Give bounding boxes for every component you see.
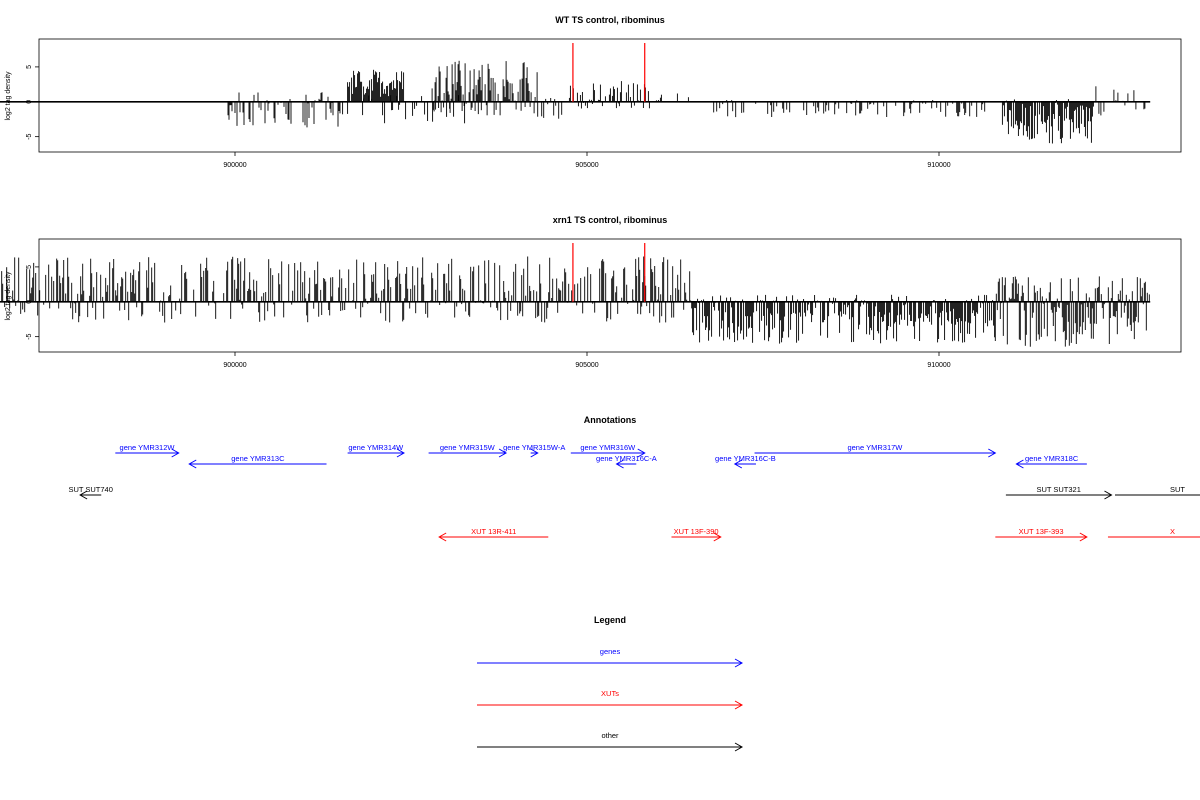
xrn1-density-panel: xrn1 TS control, ribominus log2 tag dens… [0,215,1182,369]
feature-label: XUT 13R-411 [471,527,516,536]
arrow-head [637,448,646,458]
arrow-head [988,448,997,458]
wt-density-panel: WT TS control, ribominus log2 tag densit… [0,15,1182,169]
annotations-title: Annotations [584,415,637,425]
arrow-head [1104,490,1113,500]
arrow-head [733,459,743,469]
x-tick-label: 900000 [223,162,246,169]
y-tick-label: -5 [26,333,33,339]
x-tick-label: 910000 [927,162,950,169]
legend-label: other [601,731,619,740]
y-tick-label: -5 [26,133,33,139]
other-feature: SUT SUT740 [68,485,113,500]
gene-feature: gene YMR315W-A [503,443,565,458]
arrow-head [396,448,405,458]
gene-feature: gene YMR316C-A [596,454,657,469]
feature-label: SUT [1170,485,1185,494]
arrow-head [188,459,197,469]
annotation-features: gene YMR312W gene YMR313C gene YMR314W gene… [68,443,1200,542]
arrow-head [1079,532,1088,542]
feature-label: gene YMR315W [440,443,496,452]
xut-feature: XUT 13F-393 [995,527,1088,542]
arrow-head [530,448,539,458]
x-tick-label: 900000 [223,362,246,369]
legend: Legend genes XUTs other [477,615,744,752]
feature-label: gene YMR315W-A [503,443,565,452]
feature-label: gene YMR316C-B [715,454,776,463]
feature-label: gene YMR316W [580,443,636,452]
arrow-head [713,532,722,542]
gene-feature: gene YMR318C [1015,454,1087,469]
gene-feature: gene YMR317W [754,443,997,458]
panel-title: WT TS control, ribominus [555,15,665,25]
plot-frame [38,238,1182,353]
legend-item-other: other [477,731,744,752]
feature-label: X [1170,527,1175,536]
panel-title: xrn1 TS control, ribominus [553,215,668,225]
gene-feature: gene YMR316C-B [715,454,776,469]
arrow-head [79,490,88,500]
xut-feature: XUT 13R-411 [438,527,549,542]
arrow-head [1015,459,1024,469]
plot-frame [38,38,1182,153]
x-tick-label: 905000 [575,162,598,169]
gene-feature: gene YMR313C [188,454,327,469]
arrow-head [498,448,508,458]
other-feature: SUT SUT321 [1005,485,1113,500]
feature-label: gene YMR316C-A [596,454,657,463]
feature-label: gene YMR313C [231,454,285,463]
arrow-head [734,742,744,752]
other-feature: SUT [1115,485,1200,496]
legend-item-gene: genes [477,647,744,668]
x-axis: 900000 905000 910000 [223,152,951,169]
density-bars [0,60,1151,144]
feature-label: SUT SUT321 [1036,485,1080,494]
feature-label: gene YMR314W [348,443,404,452]
legend-label: genes [600,647,621,656]
legend-items: genes XUTs other [477,647,744,752]
x-tick-label: 910000 [927,362,950,369]
feature-label: XUT 13F-390 [674,527,719,536]
gene-feature: gene YMR314W [347,443,405,458]
legend-title: Legend [594,615,626,625]
gene-feature: gene YMR315W [428,443,508,458]
x-tick-label: 905000 [575,362,598,369]
gene-feature: gene YMR316W [570,443,646,458]
arrow-head [734,658,744,668]
marker-lines [572,43,646,102]
feature-label: gene YMR317W [847,443,903,452]
feature-label: XUT 13F-393 [1019,527,1064,536]
legend-label: XUTs [601,689,619,698]
marker-lines [572,243,646,302]
arrow-head [171,448,180,458]
y-tick-label: 5 [26,265,33,269]
xut-feature: XUT 13F-390 [671,527,722,542]
feature-label: SUT SUT740 [68,485,112,494]
y-axis-label: log2 tag density [5,271,12,321]
feature-label: gene YMR318C [1025,454,1079,463]
arrow-head [615,459,624,469]
x-axis: 900000 905000 910000 [223,352,951,369]
arrow-head [438,532,447,542]
arrow-head [734,700,744,710]
density-bars [0,256,1151,347]
legend-item-xut: XUTs [477,689,744,710]
xut-feature: X [1107,527,1200,538]
gene-feature: gene YMR312W [115,443,180,458]
feature-label: gene YMR312W [120,443,176,452]
y-axis-label: log2 tag density [5,71,12,121]
y-tick-label: 5 [26,65,33,69]
